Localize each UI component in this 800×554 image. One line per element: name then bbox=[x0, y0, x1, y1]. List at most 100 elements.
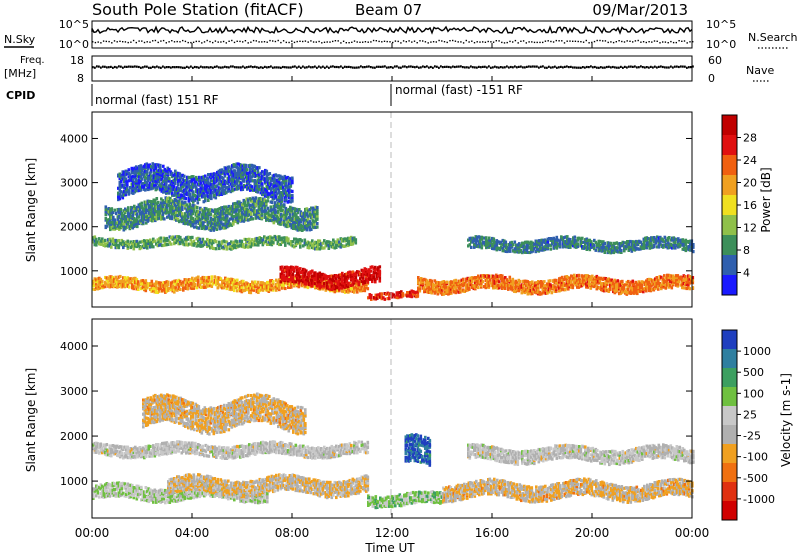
echo-cell bbox=[439, 281, 443, 285]
echo-cell bbox=[335, 276, 338, 280]
echo-cell bbox=[260, 237, 263, 241]
echo-cell bbox=[308, 211, 312, 215]
echo-cell bbox=[188, 202, 192, 206]
echo-cell bbox=[218, 227, 222, 231]
nsearch-dot bbox=[435, 41, 437, 43]
nsearch-dot bbox=[231, 39, 233, 42]
echo-cell bbox=[138, 247, 142, 251]
freq-mark bbox=[492, 66, 494, 69]
freq-mark bbox=[638, 66, 640, 69]
echo-cell bbox=[178, 178, 182, 182]
echo-cell bbox=[495, 280, 498, 284]
echo-cell bbox=[225, 240, 229, 244]
echo-cell bbox=[120, 283, 124, 287]
echo-cell bbox=[362, 287, 365, 291]
echo-cell bbox=[249, 286, 253, 290]
freq-mark bbox=[498, 66, 500, 69]
echo-cell bbox=[235, 187, 239, 191]
echo-cell bbox=[124, 177, 128, 181]
echo-cell bbox=[484, 278, 488, 282]
echo-cell bbox=[160, 181, 164, 186]
echo-cell bbox=[283, 218, 286, 222]
echo-cell bbox=[333, 279, 337, 283]
echo-cell bbox=[317, 283, 320, 287]
echo-cell bbox=[365, 267, 368, 272]
echo-cell bbox=[298, 223, 301, 227]
echo-cell bbox=[522, 288, 525, 292]
freq-mark bbox=[678, 65, 680, 69]
echo-cell bbox=[266, 284, 269, 288]
freq-mark bbox=[326, 65, 328, 68]
echo-cell bbox=[165, 287, 169, 291]
echo-cell bbox=[228, 279, 232, 283]
echo-cell bbox=[166, 203, 169, 207]
echo-cell bbox=[211, 175, 215, 179]
echo-cell bbox=[136, 218, 139, 223]
echo-cell bbox=[244, 212, 247, 216]
echo-cell bbox=[320, 245, 323, 249]
echo-cell bbox=[382, 296, 385, 300]
echo-cell bbox=[442, 287, 446, 291]
echo-cell bbox=[222, 279, 226, 283]
echo-cell bbox=[173, 211, 177, 215]
freq-mark bbox=[340, 65, 342, 68]
echo-cell bbox=[134, 206, 138, 210]
echo-cell bbox=[197, 236, 200, 240]
nsearch-dot bbox=[321, 42, 323, 44]
echo-cell bbox=[265, 203, 268, 207]
echo-cell bbox=[246, 181, 249, 185]
echo-cell bbox=[248, 286, 251, 290]
echo-cell bbox=[413, 294, 417, 298]
echo-cell bbox=[313, 210, 316, 214]
echo-cell bbox=[156, 290, 160, 294]
echo-cell bbox=[172, 193, 176, 197]
echo-cell bbox=[174, 177, 177, 181]
echo-cell bbox=[177, 235, 181, 239]
echo-cell bbox=[312, 274, 316, 278]
echo-cell bbox=[460, 278, 464, 282]
echo-cell bbox=[200, 280, 203, 284]
echo-cell bbox=[495, 284, 498, 288]
echo-cell bbox=[99, 239, 103, 243]
echo-cell bbox=[493, 286, 497, 290]
echo-cell bbox=[222, 188, 225, 192]
echo-cell bbox=[96, 284, 100, 288]
freq-mark bbox=[126, 65, 128, 68]
echo-cell bbox=[259, 171, 263, 175]
echo-cell bbox=[145, 165, 149, 169]
echo-cell bbox=[447, 292, 450, 296]
echo-cell bbox=[288, 193, 291, 197]
echo-cell bbox=[138, 188, 141, 193]
echo-cell bbox=[457, 286, 461, 290]
echo-cell bbox=[98, 276, 101, 280]
echo-cell bbox=[125, 208, 129, 213]
echo-cell bbox=[264, 168, 267, 173]
echo-cell bbox=[109, 218, 112, 222]
echo-cell bbox=[324, 282, 328, 286]
echo-cell bbox=[123, 186, 126, 190]
echo-cell bbox=[309, 275, 313, 279]
echo-cell bbox=[165, 180, 168, 184]
echo-cell bbox=[252, 169, 255, 173]
echo-cell bbox=[135, 165, 138, 169]
echo-cell bbox=[189, 188, 192, 192]
echo-cell bbox=[283, 174, 287, 179]
echo-cell bbox=[289, 208, 292, 212]
echo-cell bbox=[123, 278, 127, 282]
echo-cell bbox=[282, 181, 285, 185]
echo-cell bbox=[347, 274, 350, 278]
echo-cell bbox=[165, 236, 169, 241]
echo-cell bbox=[104, 282, 107, 286]
echo-cell bbox=[287, 216, 291, 220]
echo-cell bbox=[217, 175, 221, 179]
echo-cell bbox=[363, 285, 367, 289]
echo-cell bbox=[132, 240, 136, 244]
echo-cell bbox=[209, 228, 213, 232]
echo-cell bbox=[348, 239, 352, 243]
echo-cell bbox=[281, 277, 284, 281]
echo-cell bbox=[249, 242, 253, 246]
echo-cell bbox=[187, 175, 191, 180]
echo-cell bbox=[118, 172, 122, 176]
echo-cell bbox=[303, 243, 307, 247]
echo-cell bbox=[218, 240, 221, 244]
